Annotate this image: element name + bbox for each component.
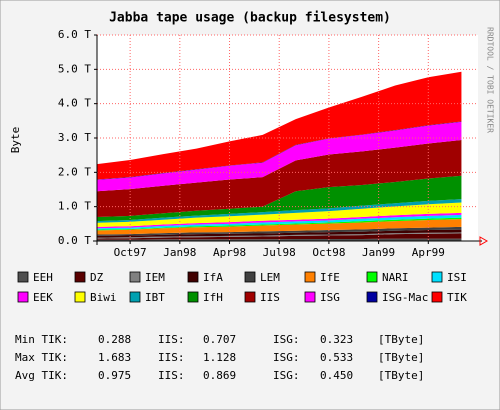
stat-text: [TByte] (378, 369, 424, 382)
y-tick-label: 4.0 T (58, 97, 91, 110)
areas (97, 71, 462, 241)
legend-swatch (431, 291, 443, 303)
x-tick-label: Jan98 (163, 246, 196, 259)
legend-label: DZ (90, 271, 104, 284)
legend-swatch (187, 271, 199, 283)
axis-arrow (479, 236, 489, 246)
x-tick-label: Apr99 (412, 246, 445, 259)
legend-swatch (244, 291, 256, 303)
y-axis-label: Byte (9, 127, 22, 154)
y-tick-label: 3.0 T (58, 131, 91, 144)
chart-title: Jabba tape usage (backup filesystem) (109, 11, 391, 26)
y-tick-label: 2.0 T (58, 165, 91, 178)
legend-swatch (366, 291, 378, 303)
legend-label: IIS (260, 291, 280, 304)
stat-text: Avg TIK: (15, 369, 68, 382)
legend-label: ISG-Mac (382, 291, 428, 304)
legend-swatch (187, 291, 199, 303)
area (97, 232, 462, 239)
y-tick-label: 6.0 T (58, 28, 91, 41)
side-text: RRDTOOL / TOBI OETIKER (486, 27, 495, 133)
x-tick-label: Jan99 (362, 246, 395, 259)
stat-text: 1.683 (98, 351, 131, 364)
stat-text: IIS: (158, 351, 185, 364)
legend-label: EEK (33, 291, 53, 304)
legend-swatch (431, 271, 443, 283)
x-tick-label: Jul98 (263, 246, 296, 259)
area (97, 140, 462, 217)
stat-text: ISG: (273, 369, 300, 382)
stat-text: 0.533 (320, 351, 353, 364)
stat-text: ISG: (273, 351, 300, 364)
legend-label: TIK (447, 291, 467, 304)
legend-label: IfH (203, 291, 223, 304)
area (97, 214, 462, 230)
stat-text: 1.128 (203, 351, 236, 364)
stat-text: 0.975 (98, 369, 131, 382)
legend-swatch (17, 271, 29, 283)
x-tick-label: Oct98 (312, 246, 345, 259)
stat-text: 0.323 (320, 333, 353, 346)
legend-label: IfE (320, 271, 340, 284)
legend-swatch (74, 271, 86, 283)
stat-text: Max TIK: (15, 351, 68, 364)
legend-label: IBT (145, 291, 165, 304)
stat-text: Min TIK: (15, 333, 68, 346)
stat-text: IIS: (158, 369, 185, 382)
stat-text: 0.869 (203, 369, 236, 382)
y-tick-label: 1.0 T (58, 200, 91, 213)
legend-label: ISG (320, 291, 340, 304)
area (97, 71, 462, 180)
legend-label: Biwi (90, 291, 117, 304)
legend-swatch (74, 291, 86, 303)
legend-swatch (304, 271, 316, 283)
legend-label: ISI (447, 271, 467, 284)
y-tick-label: 0.0 T (58, 234, 91, 247)
legend-swatch (129, 291, 141, 303)
y-tick-label: 5.0 T (58, 62, 91, 75)
legend-swatch (129, 271, 141, 283)
stat-text: 0.707 (203, 333, 236, 346)
stat-text: IIS: (158, 333, 185, 346)
legend-swatch (244, 271, 256, 283)
legend-swatch (17, 291, 29, 303)
legend-swatch (366, 271, 378, 283)
legend-label: LEM (260, 271, 280, 284)
area (97, 199, 462, 223)
stat-text: 0.450 (320, 369, 353, 382)
area (97, 202, 462, 227)
x-tick-label: Oct97 (114, 246, 147, 259)
stat-text: [TByte] (378, 351, 424, 364)
legend-swatch (304, 291, 316, 303)
stat-text: 0.288 (98, 333, 131, 346)
legend-label: IEM (145, 271, 165, 284)
legend-label: NARI (382, 271, 409, 284)
area (97, 226, 462, 236)
area (97, 121, 462, 192)
area (97, 212, 462, 229)
legend-label: IfA (203, 271, 223, 284)
area (97, 219, 462, 235)
legend-label: EEH (33, 271, 53, 284)
stat-text: [TByte] (378, 333, 424, 346)
x-tick-label: Apr98 (213, 246, 246, 259)
area (97, 175, 462, 222)
stat-text: ISG: (273, 333, 300, 346)
